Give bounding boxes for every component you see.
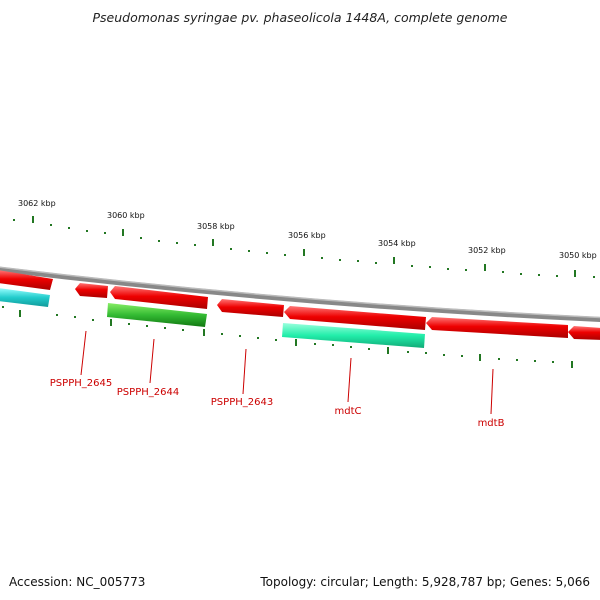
gene-label: PSPPH_2645 [50,378,112,389]
map-title: Pseudomonas syringae pv. phaseolicola 14… [92,10,507,25]
gene-arrow [426,317,568,338]
outer-tick-scale [13,216,595,278]
gene-arrow [284,306,426,330]
gene-arrow [282,323,425,348]
gene-arrow [568,326,600,340]
genome-backbone [0,266,600,323]
tick-label: 3058 kbp [197,222,235,231]
tick-label: 3054 kbp [378,239,416,248]
gene-label: mdtB [478,418,505,429]
gene-arrow [0,288,50,307]
gene-arrow [75,283,108,298]
gene-arrow [217,299,284,317]
tick-label: 3052 kbp [468,246,506,255]
tick-label: 3060 kbp [107,211,145,220]
gene-label: mdtC [335,406,362,417]
gene-arrow [110,286,208,309]
inner-tick-scale [2,306,573,368]
gene-label: PSPPH_2644 [117,387,179,398]
gene-label: PSPPH_2643 [211,397,273,408]
forward-strand-genes [0,270,600,340]
label-leaders [80,330,494,415]
tick-label: 3056 kbp [288,231,326,240]
gene-arrow [0,270,53,290]
accession-text: Accession: NC_005773 [9,575,145,589]
genome-summary-text: Topology: circular; Length: 5,928,787 bp… [259,575,590,589]
reverse-strand-genes [0,288,425,348]
tick-label: 3062 kbp [18,199,56,208]
gene-arrow [107,303,207,327]
tick-label: 3050 kbp [559,251,597,260]
